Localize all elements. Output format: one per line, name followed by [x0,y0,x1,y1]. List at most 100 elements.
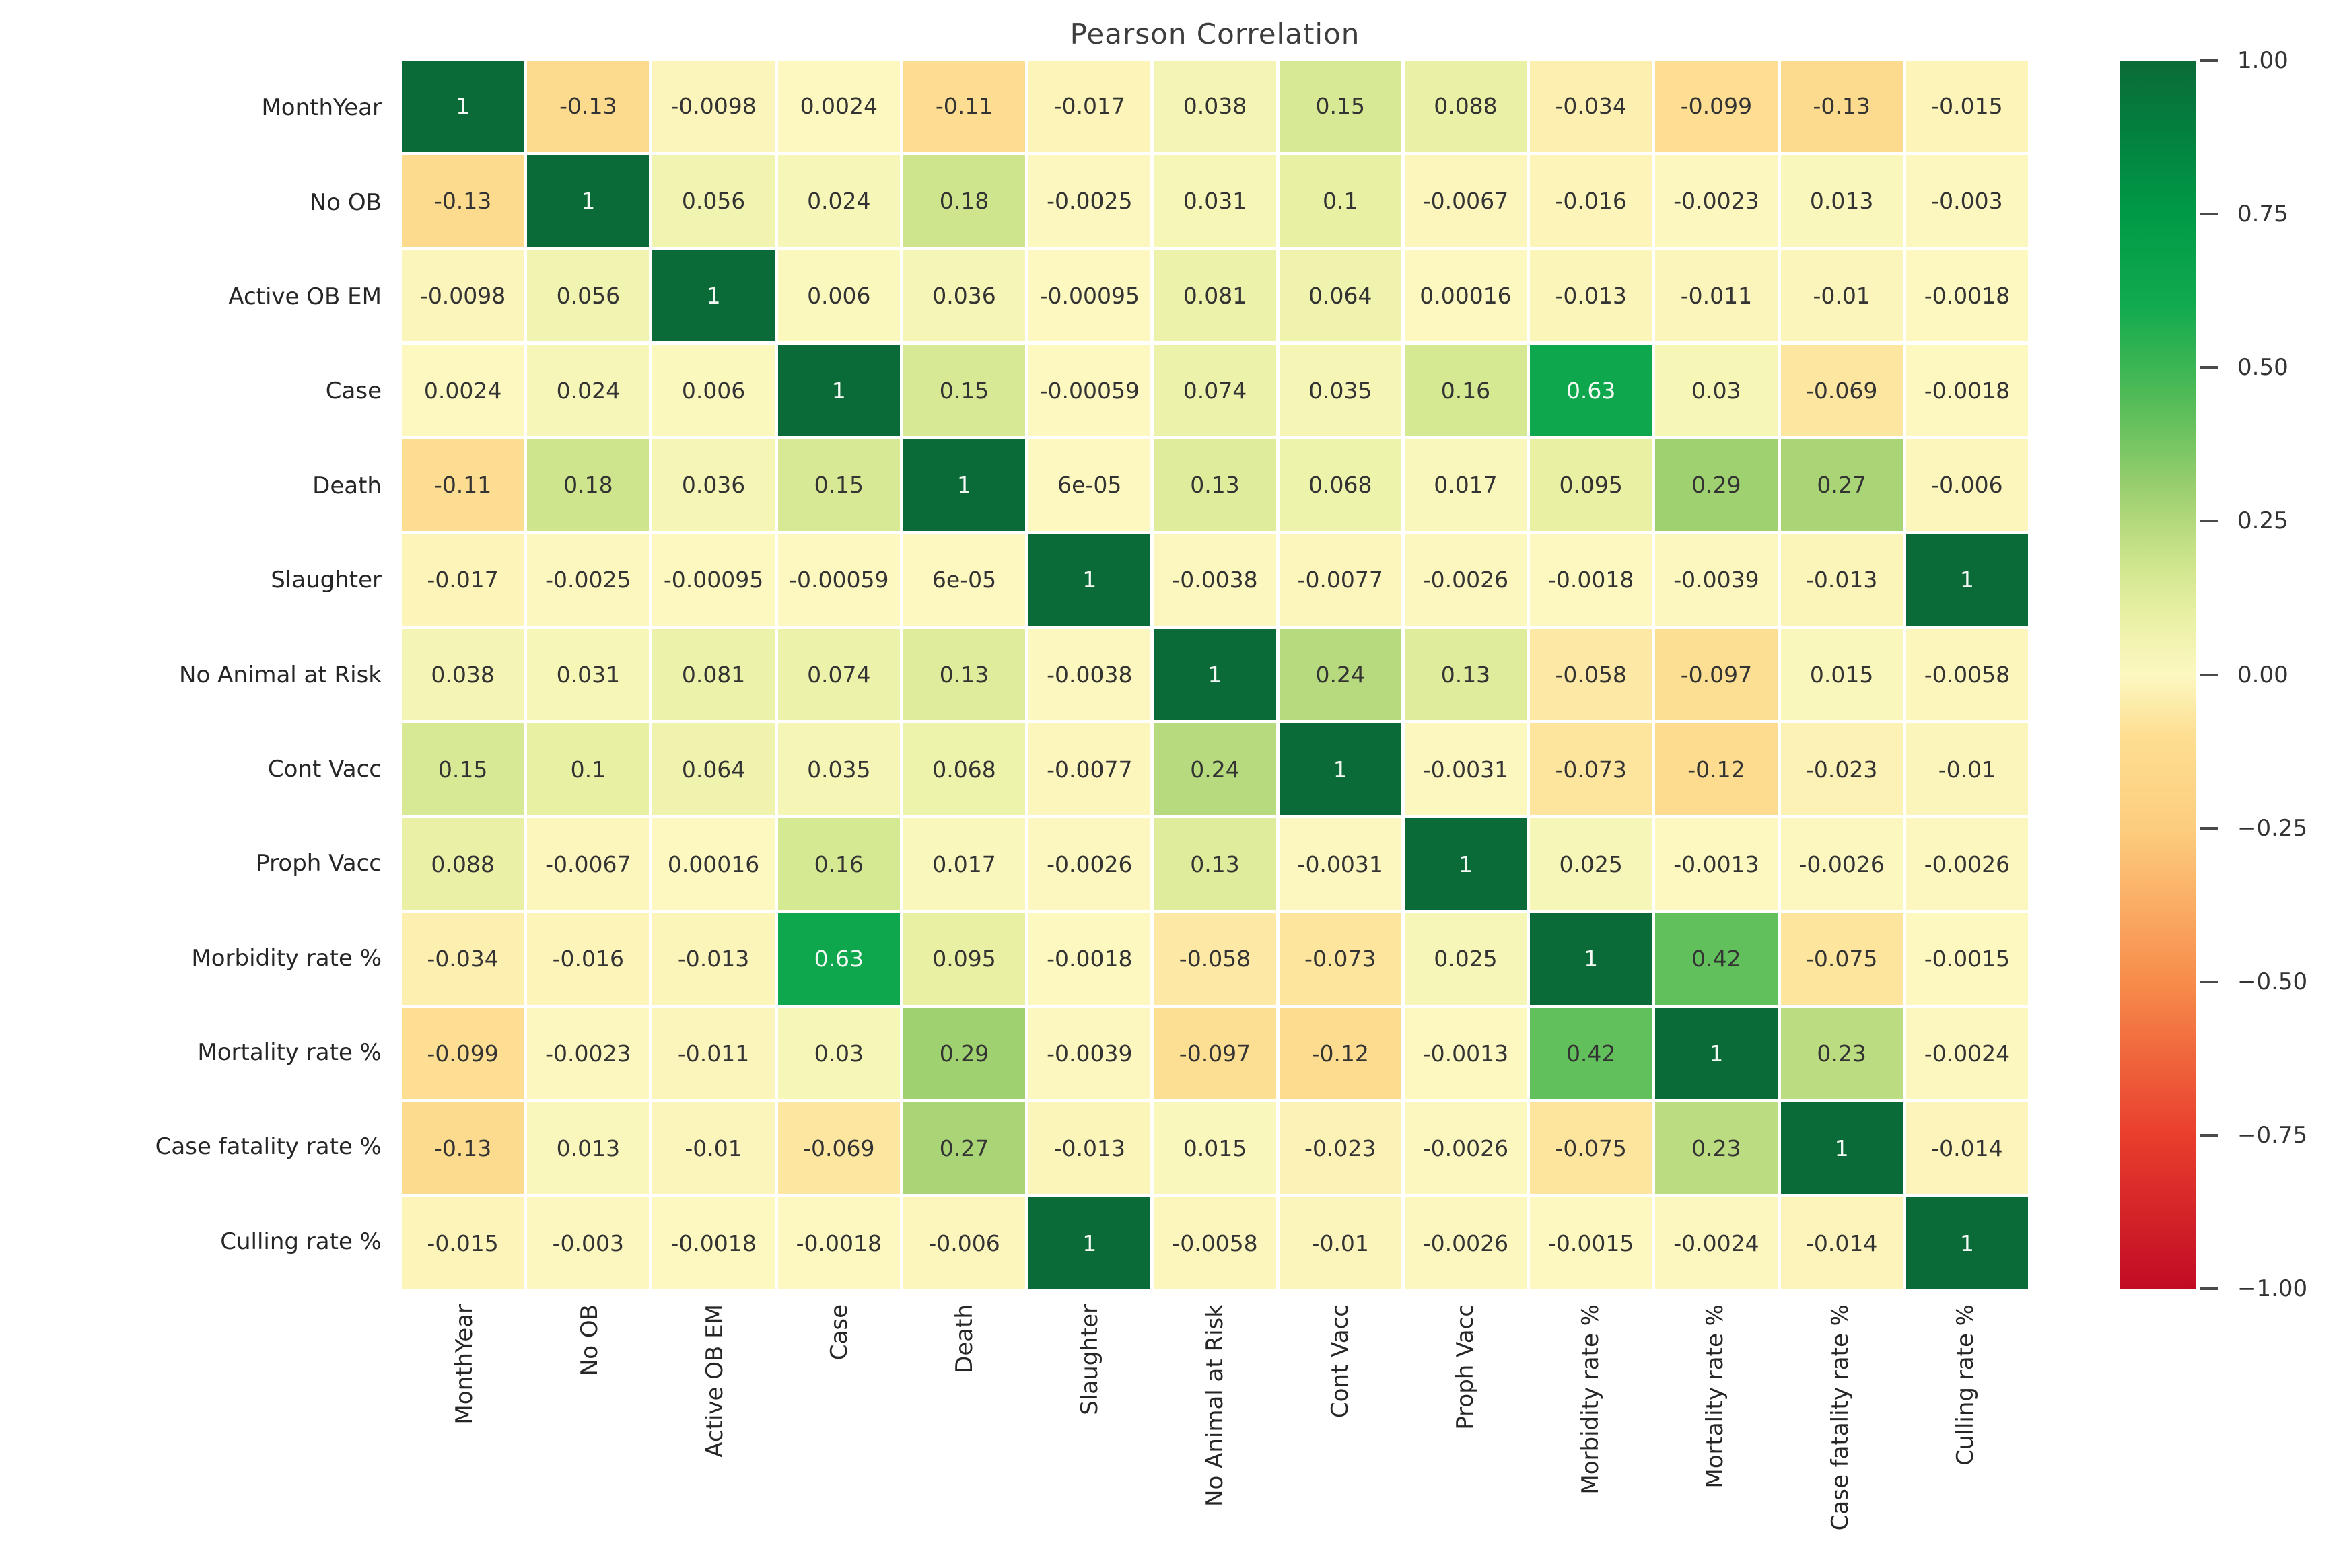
heatmap-cell: 0.056 [527,250,650,342]
heatmap-cell: 0.074 [777,629,900,721]
heatmap-cell: 0.0024 [777,61,900,152]
x-tick-slot: Active OB EM [652,1304,777,1563]
heatmap-cell: -0.13 [1780,61,1903,152]
cell-value: -0.0039 [1047,1040,1133,1067]
x-tick-label: Morbidity rate % [1576,1304,1604,1495]
cell-value: -0.0031 [1422,756,1509,783]
colorbar-tick-mark [2200,213,2218,216]
cell-value: 0.16 [1440,377,1491,404]
cell-value: -0.11 [433,472,492,499]
cell-value: 1 [1458,851,1473,878]
heatmap-cell: -0.016 [527,913,650,1005]
cell-value: -0.006 [1931,472,2003,499]
cell-value: -0.0018 [1924,282,2010,309]
cell-value: 1 [957,472,972,499]
heatmap-cell: 0.068 [1279,439,1401,531]
cell-value: -0.023 [1304,1135,1376,1162]
heatmap-cell: 0.24 [1154,723,1276,816]
cell-value: 0.081 [681,661,746,688]
heatmap-cell: -0.069 [777,1102,900,1195]
cell-value: -0.069 [1805,377,1878,404]
heatmap-cell: -0.014 [1780,1197,1903,1289]
heatmap-cell: -0.011 [652,1007,775,1100]
heatmap-cell: 0.13 [1154,439,1276,531]
cell-value: -0.0013 [1673,851,1759,878]
heatmap-cell: 0.013 [1780,155,1903,247]
cell-value: -0.075 [1555,1135,1627,1162]
cell-value: -0.12 [1687,756,1745,783]
cell-value: 0.013 [556,1135,621,1162]
heatmap-cell: -0.006 [903,1197,1026,1289]
heatmap-cell: 1 [1154,629,1276,721]
heatmap-cell: 1 [1028,534,1151,626]
cell-value: 0.017 [1434,472,1498,499]
cell-value: 1 [1082,567,1097,594]
heatmap-cell: -0.11 [903,61,1026,152]
heatmap-cell: -0.0026 [1028,818,1151,910]
cell-value: 0.0024 [423,377,502,404]
cell-value: -0.023 [1805,756,1878,783]
cell-value: 0.081 [1183,282,1247,309]
colorbar: 1.00 0.75 0.50 0.25 0.00 −0.25 −0.50 −0.75 −1.00 [2120,47,2342,1302]
cell-value: 0.13 [939,661,989,688]
cell-value: 1 [1208,661,1222,688]
colorbar-tick-label: 0.75 [2237,201,2288,228]
cell-value: -0.097 [1179,1040,1251,1067]
heatmap-cell: -0.069 [1780,345,1903,437]
heatmap-cell: 0.064 [1279,250,1401,342]
y-tick-label: Culling rate % [220,1227,382,1255]
cell-value: 0.16 [814,851,864,878]
heatmap-cell: -0.13 [527,61,650,152]
heatmap-cell: -0.0015 [1905,913,2028,1005]
cell-value: 0.015 [1809,661,1874,688]
cell-value: 6e-05 [1057,472,1122,499]
x-tick-label: Case fatality rate % [1827,1304,1854,1531]
heatmap-cell: -0.13 [402,155,524,247]
cell-value: -0.097 [1680,661,1753,688]
cell-value: 0.025 [1559,851,1623,878]
cell-value: 1 [1709,1040,1724,1067]
heatmap-cell: 0.23 [1655,1102,1778,1195]
cell-value: 0.1 [1322,188,1358,215]
cell-value: -0.0077 [1297,567,1383,594]
cell-value: -0.13 [1813,93,1870,120]
heatmap-cell: 0.1 [527,723,650,816]
heatmap-cell: 0.025 [1530,818,1652,910]
heatmap-cell: 0.18 [903,155,1026,247]
heatmap-cell: -0.0098 [652,61,775,152]
heatmap-cell: -0.0026 [1780,818,1903,910]
heatmap-cell: -0.0026 [1404,1102,1527,1195]
heatmap-cell: 0.036 [903,250,1026,342]
heatmap-cell: -0.0031 [1279,818,1401,910]
y-tick-label: No Animal at Risk [179,661,382,688]
colorbar-tick-label: 0.00 [2237,661,2288,688]
x-tick-slot: Mortality rate % [1652,1304,1778,1563]
heatmap-cell: 1 [1530,913,1652,1005]
cell-value: -0.013 [677,946,750,972]
cell-value: 0.017 [932,851,996,878]
colorbar-tick-mark [2200,366,2218,369]
cell-value: -0.0015 [1924,946,2010,972]
heatmap-cell: -0.0077 [1279,534,1401,626]
heatmap-cell: -0.0013 [1404,1007,1527,1100]
cell-value: 0.24 [1190,756,1240,783]
heatmap-cell: 0.29 [903,1007,1026,1100]
cell-value: -0.011 [677,1040,750,1067]
heatmap-cell: -0.0018 [1028,913,1151,1005]
heatmap-cell: -0.017 [402,534,524,626]
cell-value: 0.42 [1691,946,1741,972]
cell-value: 1 [1959,567,1974,594]
cell-value: 0.006 [681,377,746,404]
y-tick-label: Case [325,378,382,405]
heatmap-cell: 1 [1905,1197,2028,1289]
cell-value: 0.15 [1315,93,1365,120]
heatmap-cell: -0.013 [1028,1102,1151,1195]
heatmap-cell: 0.095 [903,913,1026,1005]
cell-value: 0.064 [681,756,746,783]
cell-value: 0.095 [1559,472,1623,499]
cell-value: -0.003 [552,1230,625,1256]
cell-value: -0.0018 [670,1230,757,1256]
x-tick-slot: Case fatality rate % [1778,1304,1903,1563]
cell-value: -0.0025 [545,567,631,594]
cell-value: 0.00016 [1420,282,1512,309]
